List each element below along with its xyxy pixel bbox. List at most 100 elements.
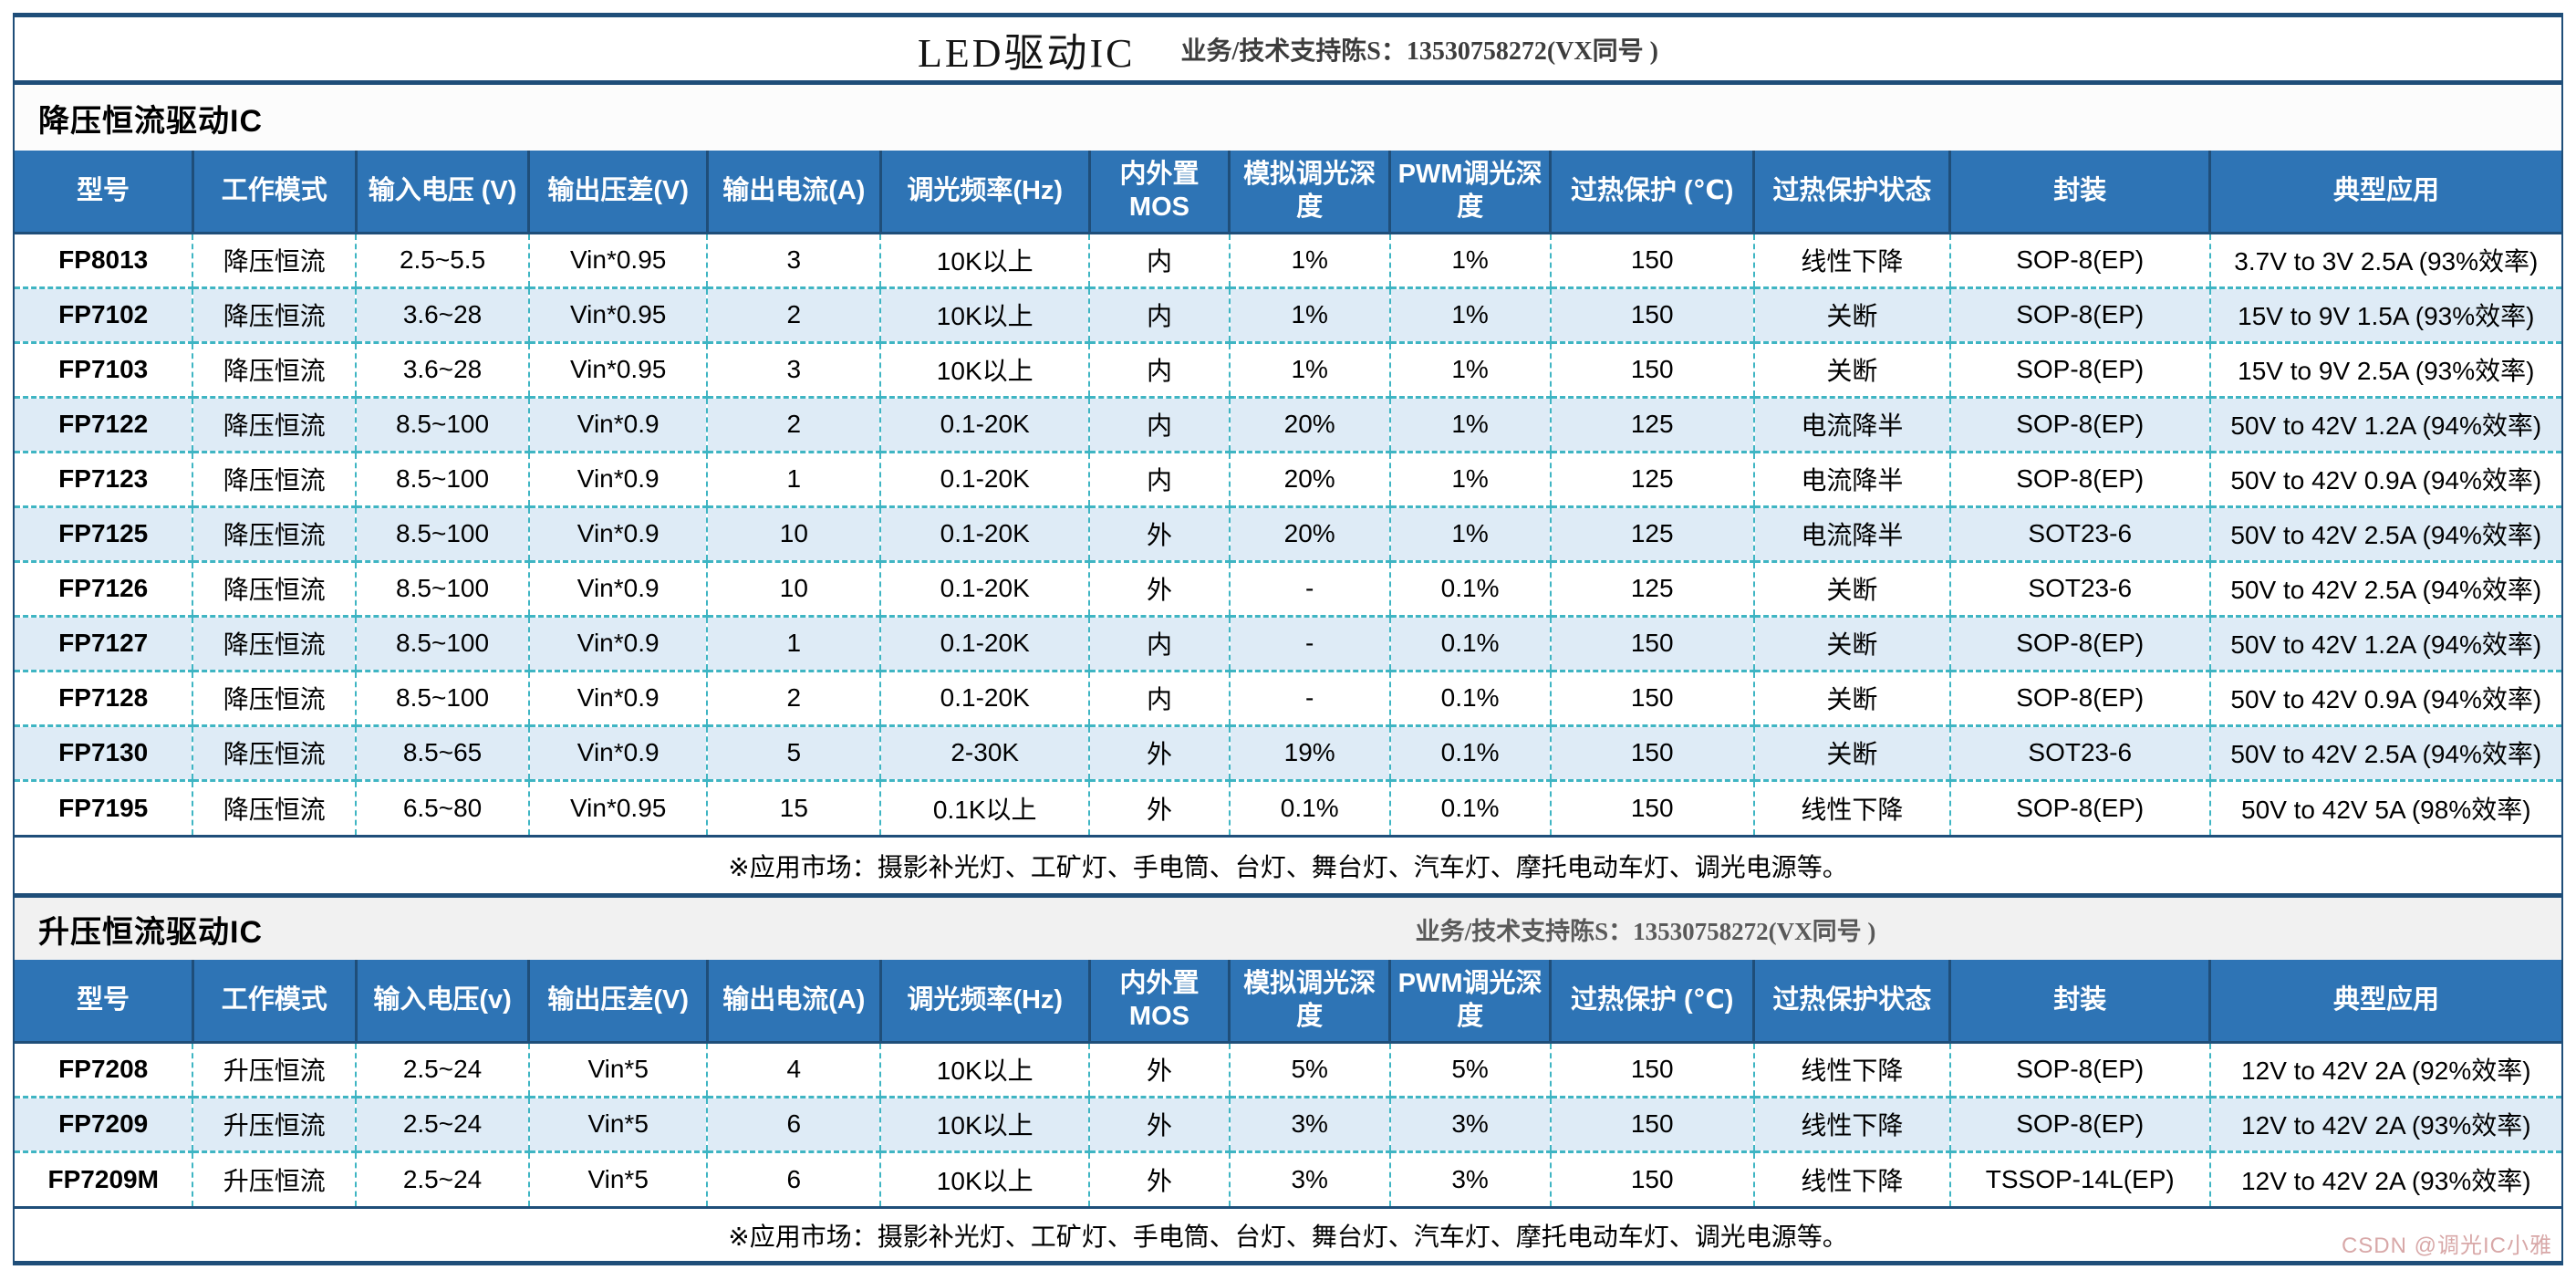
spec-cell: 150	[1549, 340, 1754, 397]
column-header: 封装	[1948, 151, 2210, 233]
column-header: 输出电流(A)	[705, 960, 881, 1042]
spec-cell: 0.1-20K	[879, 559, 1090, 616]
spec-cell: 10K以上	[879, 1150, 1090, 1206]
spec-cell: SOP-8(EP)	[1948, 1042, 2210, 1097]
spec-cell: 150	[1549, 614, 1754, 671]
column-header: 内外置MOS	[1087, 151, 1230, 233]
spec-cell: 外	[1088, 1095, 1230, 1151]
model-cell: FP7126	[15, 559, 193, 616]
spec-cell: 关断	[1752, 614, 1950, 671]
column-header: 输出压差(V)	[527, 960, 708, 1042]
model-cell: FP7102	[15, 286, 193, 342]
spec-cell: 10	[706, 505, 881, 561]
spec-cell: 8.5~100	[355, 614, 529, 671]
spec-cell: 3	[706, 233, 881, 287]
spec-cell: 150	[1549, 233, 1754, 287]
spec-cell: 内	[1088, 669, 1230, 725]
spec-cell: Vin*0.9	[527, 723, 708, 780]
model-cell: FP8013	[15, 233, 193, 287]
spec-cell: 10	[706, 559, 881, 616]
spec-cell: 0.1-20K	[879, 450, 1090, 506]
table-row: FP7123 降压恒流 8.5~100 Vin*0.9 1 0.1-20K 内 20% 1% 12…	[15, 450, 2561, 506]
model-cell: FP7127	[15, 614, 193, 671]
spec-cell: SOP-8(EP)	[1948, 450, 2210, 506]
spec-cell: 150	[1549, 669, 1754, 725]
spec-cell: 6.5~80	[355, 778, 529, 835]
model-cell: FP7195	[15, 778, 193, 835]
spec-cell: Vin*5	[527, 1150, 708, 1206]
contact-info-2: 业务/技术支持陈S：13530758272(VX同号 )	[1415, 917, 1876, 945]
spec-cell: 10K以上	[879, 340, 1090, 397]
spec-cell: Vin*5	[527, 1095, 708, 1151]
buck-spec-table: 型号 工作模式 输入电压 (V) 输出压差(V) 输出电流(A) 调光频率(Hz) 内外置M…	[15, 151, 2561, 835]
section-divider-rule	[13, 893, 2563, 898]
spec-cell: 0.1%	[1388, 614, 1551, 671]
spec-cell: SOP-8(EP)	[1948, 233, 2210, 287]
page-title: LED驱动IC	[918, 30, 1136, 76]
spec-cell: SOP-8(EP)	[1948, 669, 2210, 725]
model-cell: FP7209M	[15, 1150, 193, 1206]
spec-cell: 50V to 42V 1.2A (94%效率)	[2208, 395, 2561, 452]
spec-cell: 0.1-20K	[879, 614, 1090, 671]
spec-cell: 0.1K以上	[879, 778, 1090, 835]
header-row: 型号 工作模式 输入电压(v) 输出压差(V) 输出电流(A) 调光频率(Hz) 内外置MO…	[15, 960, 2561, 1042]
spec-cell: 8.5~65	[355, 723, 529, 780]
spec-cell: Vin*0.95	[527, 286, 708, 342]
spec-cell: 0.1%	[1388, 669, 1551, 725]
spec-cell: 150	[1549, 1150, 1754, 1206]
table-row: FP7209 升压恒流 2.5~24 Vin*5 6 10K以上外 3% 3% 150 线性下降 S…	[15, 1095, 2561, 1151]
spec-cell: 125	[1549, 559, 1754, 616]
spec-cell: 1%	[1388, 286, 1551, 342]
table-row: FP7126 降压恒流 8.5~100 Vin*0.9 10 0.1-20K 外 -0.1% 1…	[15, 559, 2561, 616]
spec-cell: 2	[706, 395, 881, 452]
column-header: 调光频率(Hz)	[878, 960, 1090, 1042]
spec-cell: 12V to 42V 2A (93%效率)	[2208, 1150, 2561, 1206]
spec-cell: 12V to 42V 2A (93%效率)	[2208, 1095, 2561, 1151]
spec-cell: 外	[1088, 559, 1230, 616]
spec-cell: 降压恒流	[192, 614, 357, 671]
table-row: FP7195 降压恒流 6.5~80 Vin*0.95 15 0.1K以上外 0.1% 0.1…	[15, 778, 2561, 835]
spec-cell: 2-30K	[879, 723, 1090, 780]
column-header: 型号	[15, 151, 193, 233]
spec-cell: 20%	[1228, 505, 1390, 561]
application-note: ※应用市场：摄影补光灯、工矿灯、手电筒、台灯、舞台灯、汽车灯、摩托电动车灯、调光…	[15, 835, 2561, 893]
spec-cell: 外	[1088, 778, 1230, 835]
spec-cell: 1%	[1388, 505, 1551, 561]
column-header: 输入电压(v)	[354, 960, 529, 1042]
spec-cell: 1%	[1388, 395, 1551, 452]
spec-cell: 线性下降	[1752, 1042, 1950, 1097]
spec-cell: 3%	[1228, 1095, 1390, 1151]
spec-cell: Vin*0.95	[527, 233, 708, 287]
spec-cell: 10K以上	[879, 286, 1090, 342]
spec-cell: 3.6~28	[355, 286, 529, 342]
spec-cell: 125	[1549, 505, 1754, 561]
spec-cell: -	[1228, 559, 1390, 616]
column-header: 模拟调光深度	[1228, 960, 1390, 1042]
model-cell: FP7130	[15, 723, 193, 780]
spec-cell: Vin*0.9	[527, 669, 708, 725]
spec-cell: 降压恒流	[192, 669, 357, 725]
spec-cell: 12V to 42V 2A (92%效率)	[2208, 1042, 2561, 1097]
spec-cell: Vin*5	[527, 1042, 708, 1097]
spec-cell: 10K以上	[879, 233, 1090, 287]
spec-cell: 降压恒流	[192, 778, 357, 835]
spec-cell: 1%	[1388, 340, 1551, 397]
spec-cell: 线性下降	[1752, 233, 1950, 287]
column-header: 工作模式	[191, 960, 357, 1042]
spec-cell: Vin*0.9	[527, 614, 708, 671]
spec-cell: 125	[1549, 450, 1754, 506]
spec-cell: 降压恒流	[192, 559, 357, 616]
table-row: FP7103 降压恒流 3.6~28 Vin*0.95 3 10K以上内 1% 1% 150 关断…	[15, 340, 2561, 397]
spec-cell: 6	[706, 1150, 881, 1206]
model-cell: FP7208	[15, 1042, 193, 1097]
spec-cell: TSSOP-14L(EP)	[1948, 1150, 2210, 1206]
spec-cell: 线性下降	[1752, 778, 1950, 835]
spec-cell: 5	[706, 723, 881, 780]
column-header: 典型应用	[2208, 151, 2561, 233]
spec-cell: 3%	[1228, 1150, 1390, 1206]
spec-cell: 降压恒流	[192, 233, 357, 287]
spec-cell: Vin*0.9	[527, 559, 708, 616]
spec-cell: -	[1228, 669, 1390, 725]
spec-cell: SOP-8(EP)	[1948, 1095, 2210, 1151]
column-header: 输入电压 (V)	[354, 151, 529, 233]
